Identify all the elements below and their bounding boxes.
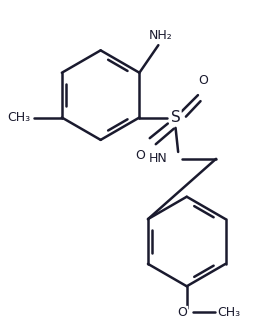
Text: NH₂: NH₂ bbox=[149, 29, 173, 42]
Text: O: O bbox=[135, 149, 145, 162]
Text: O: O bbox=[198, 73, 208, 87]
Text: HN: HN bbox=[149, 152, 168, 165]
Text: O: O bbox=[178, 306, 188, 319]
Text: CH₃: CH₃ bbox=[217, 306, 240, 318]
Text: CH₃: CH₃ bbox=[8, 111, 31, 124]
Text: S: S bbox=[171, 110, 180, 125]
